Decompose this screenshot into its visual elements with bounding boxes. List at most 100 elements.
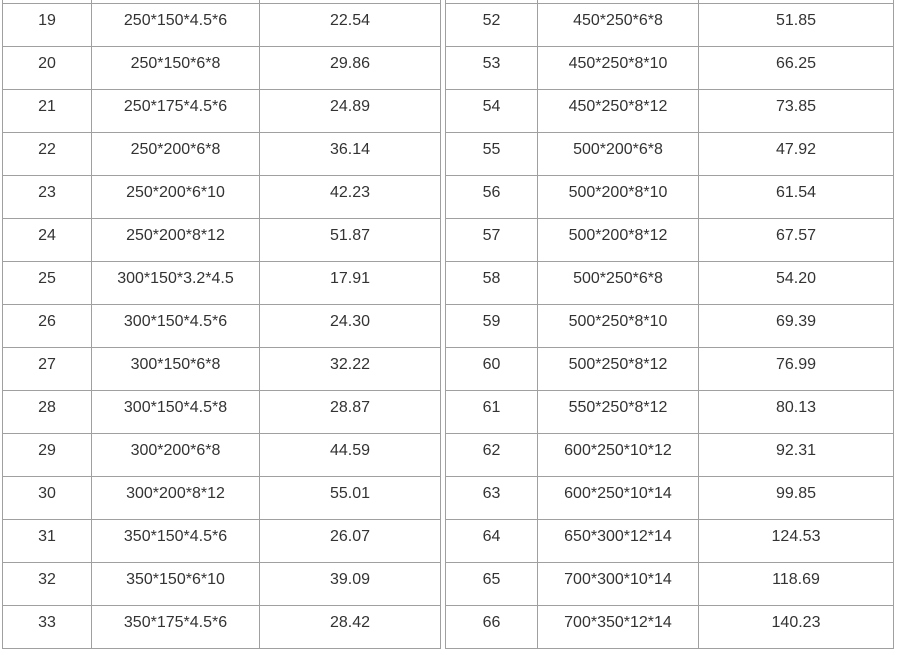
table-row: 27 300*150*6*8 32.22 (2, 347, 441, 391)
cell-weight: 92.31 (698, 433, 894, 477)
cell-weight: 32.22 (259, 347, 441, 391)
cell-weight: 24.89 (259, 89, 441, 133)
cell-index: 25 (2, 261, 92, 305)
cell-weight: 42.23 (259, 175, 441, 219)
cell-spec: 600*250*10*14 (537, 476, 699, 520)
spec-table-right-body: 52 450*250*6*8 51.85 53 450*250*8*10 66.25 54 4… (445, 0, 894, 649)
table-row: 56 500*200*8*10 61.54 (445, 175, 894, 219)
cell-weight: 39.09 (259, 562, 441, 606)
cell-weight: 24.30 (259, 304, 441, 348)
cell-spec: 250*150*4.5*6 (91, 3, 260, 47)
cell-spec: 500*200*8*10 (537, 175, 699, 219)
cell-spec: 300*200*6*8 (91, 433, 260, 477)
table-row: 57 500*200*8*12 67.57 (445, 218, 894, 262)
cell-index: 20 (2, 46, 92, 90)
cell-index: 26 (2, 304, 92, 348)
cell-index: 24 (2, 218, 92, 262)
cell-weight: 22.54 (259, 3, 441, 47)
cell-spec: 300*150*4.5*8 (91, 390, 260, 434)
table-row: 19 250*150*4.5*6 22.54 (2, 3, 441, 47)
cell-spec: 700*350*12*14 (537, 605, 699, 649)
cell-index: 66 (445, 605, 538, 649)
cell-index: 23 (2, 175, 92, 219)
cell-spec: 600*250*10*12 (537, 433, 699, 477)
table-row: 20 250*150*6*8 29.86 (2, 46, 441, 90)
cell-weight: 28.87 (259, 390, 441, 434)
cell-spec: 300*150*4.5*6 (91, 304, 260, 348)
cell-weight: 44.59 (259, 433, 441, 477)
table-row: 54 450*250*8*12 73.85 (445, 89, 894, 133)
cell-weight: 51.87 (259, 218, 441, 262)
cell-index: 29 (2, 433, 92, 477)
table-row: 53 450*250*8*10 66.25 (445, 46, 894, 90)
cell-index: 55 (445, 132, 538, 176)
cell-index: 59 (445, 304, 538, 348)
cell-weight: 26.07 (259, 519, 441, 563)
table-row: 66 700*350*12*14 140.23 (445, 605, 894, 649)
cell-index: 19 (2, 3, 92, 47)
cell-index: 28 (2, 390, 92, 434)
cell-spec: 300*150*3.2*4.5 (91, 261, 260, 305)
table-row: 29 300*200*6*8 44.59 (2, 433, 441, 477)
cell-weight: 73.85 (698, 89, 894, 133)
cell-index: 32 (2, 562, 92, 606)
cell-spec: 250*175*4.5*6 (91, 89, 260, 133)
cell-spec: 250*200*6*8 (91, 132, 260, 176)
cell-index: 63 (445, 476, 538, 520)
cell-index: 22 (2, 132, 92, 176)
table-row: 32 350*150*6*10 39.09 (2, 562, 441, 606)
cell-index: 56 (445, 175, 538, 219)
table-row: 31 350*150*4.5*6 26.07 (2, 519, 441, 563)
table-row: 28 300*150*4.5*8 28.87 (2, 390, 441, 434)
table-row: 21 250*175*4.5*6 24.89 (2, 89, 441, 133)
cell-spec: 450*250*6*8 (537, 3, 699, 47)
table-row: 33 350*175*4.5*6 28.42 (2, 605, 441, 649)
cell-spec: 450*250*8*10 (537, 46, 699, 90)
table-row: 59 500*250*8*10 69.39 (445, 304, 894, 348)
table-row: 22 250*200*6*8 36.14 (2, 132, 441, 176)
cell-index: 58 (445, 261, 538, 305)
cell-weight: 99.85 (698, 476, 894, 520)
cell-spec: 500*200*8*12 (537, 218, 699, 262)
cell-weight: 54.20 (698, 261, 894, 305)
cell-spec: 450*250*8*12 (537, 89, 699, 133)
cell-spec: 500*250*6*8 (537, 261, 699, 305)
cell-index: 21 (2, 89, 92, 133)
cell-index: 53 (445, 46, 538, 90)
cell-index: 30 (2, 476, 92, 520)
cell-weight: 47.92 (698, 132, 894, 176)
cell-spec: 650*300*12*14 (537, 519, 699, 563)
cell-spec: 250*200*6*10 (91, 175, 260, 219)
table-row: 55 500*200*6*8 47.92 (445, 132, 894, 176)
cell-index: 54 (445, 89, 538, 133)
cell-spec: 500*200*6*8 (537, 132, 699, 176)
table-row: 63 600*250*10*14 99.85 (445, 476, 894, 520)
table-row: 26 300*150*4.5*6 24.30 (2, 304, 441, 348)
cell-index: 64 (445, 519, 538, 563)
cell-weight: 28.42 (259, 605, 441, 649)
cell-spec: 250*200*8*12 (91, 218, 260, 262)
cell-weight: 140.23 (698, 605, 894, 649)
table-row: 61 550*250*8*12 80.13 (445, 390, 894, 434)
table-row: 60 500*250*8*12 76.99 (445, 347, 894, 391)
cell-weight: 17.91 (259, 261, 441, 305)
cell-spec: 300*200*8*12 (91, 476, 260, 520)
table-row: 23 250*200*6*10 42.23 (2, 175, 441, 219)
spec-table-left: 19 250*150*4.5*6 22.54 20 250*150*6*8 29.86 21… (2, 0, 441, 649)
cell-index: 33 (2, 605, 92, 649)
cell-spec: 350*150*4.5*6 (91, 519, 260, 563)
table-row: 24 250*200*8*12 51.87 (2, 218, 441, 262)
table-row: 30 300*200*8*12 55.01 (2, 476, 441, 520)
cell-spec: 500*250*8*12 (537, 347, 699, 391)
cell-index: 60 (445, 347, 538, 391)
cell-weight: 66.25 (698, 46, 894, 90)
cell-weight: 69.39 (698, 304, 894, 348)
spec-table-right: 52 450*250*6*8 51.85 53 450*250*8*10 66.25 54 4… (445, 0, 894, 649)
cell-spec: 350*175*4.5*6 (91, 605, 260, 649)
cell-index: 62 (445, 433, 538, 477)
cell-spec: 500*250*8*10 (537, 304, 699, 348)
table-row: 25 300*150*3.2*4.5 17.91 (2, 261, 441, 305)
table-row: 52 450*250*6*8 51.85 (445, 3, 894, 47)
cell-spec: 250*150*6*8 (91, 46, 260, 90)
